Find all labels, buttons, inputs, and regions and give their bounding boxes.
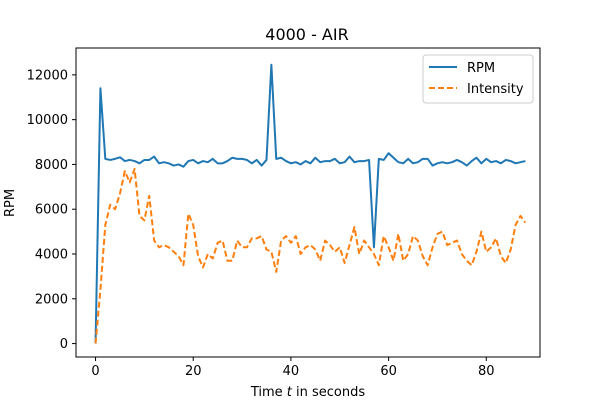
- x-axis-ticks: 0 20 40 60 80: [91, 357, 495, 379]
- y-axis-label: RPM: [3, 189, 18, 217]
- x-tick-label: 80: [478, 364, 495, 379]
- y-tick-label: 10000: [27, 113, 68, 128]
- x-tick-label: 60: [380, 364, 397, 379]
- x-tick-label: 0: [91, 364, 99, 379]
- legend-label-intensity: Intensity: [467, 82, 524, 97]
- chart-title: 4000 - AIR: [265, 25, 348, 44]
- x-axis-label: Time t in seconds: [250, 385, 366, 400]
- legend: RPM Intensity: [422, 54, 534, 104]
- y-axis-ticks: 0 2000 4000 6000 8000 10000 12000: [27, 68, 76, 352]
- series-group: [94, 63, 527, 344]
- y-tick-label: 6000: [35, 203, 68, 218]
- y-tick-label: 0: [60, 337, 68, 352]
- x-tick-label: 20: [185, 364, 202, 379]
- y-tick-label: 2000: [35, 292, 68, 307]
- y-tick-label: 8000: [35, 158, 68, 173]
- series-line-intensity: [94, 167, 527, 344]
- legend-label-rpm: RPM: [467, 61, 495, 76]
- series-line-rpm: [94, 63, 526, 344]
- y-tick-label: 12000: [27, 68, 68, 83]
- x-tick-label: 40: [283, 364, 300, 379]
- x-axis-label-variable: t: [287, 385, 293, 400]
- x-axis-label-prefix: Time: [250, 385, 287, 400]
- y-tick-label: 4000: [35, 248, 68, 263]
- x-axis-label-suffix: in seconds: [292, 385, 365, 400]
- plot-frame: [75, 47, 541, 358]
- plot-area: [75, 47, 541, 358]
